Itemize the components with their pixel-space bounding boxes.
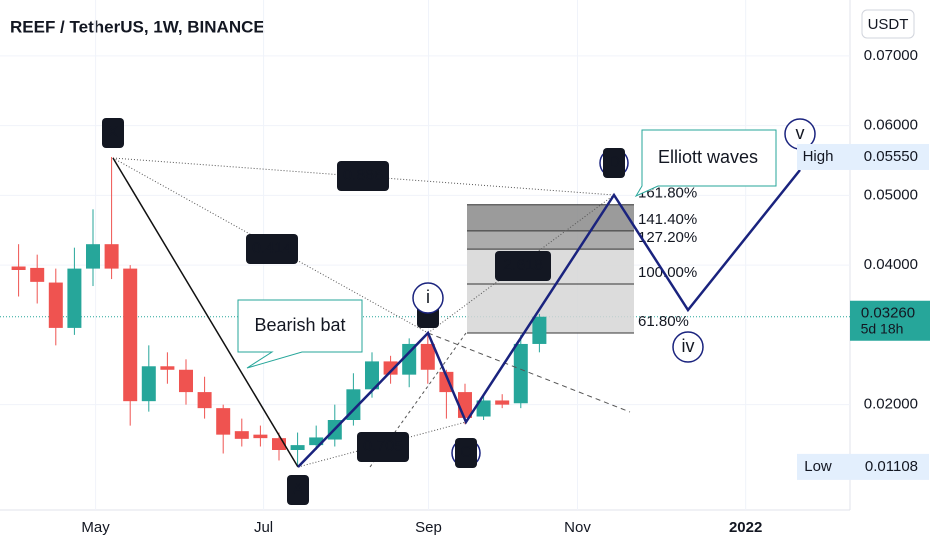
x-tick-label: 2022 bbox=[729, 519, 762, 536]
candle-body bbox=[420, 343, 435, 370]
label-box bbox=[455, 438, 477, 468]
ac-line bbox=[297, 421, 467, 468]
wave-circle bbox=[672, 331, 704, 363]
candle-body bbox=[234, 431, 249, 439]
candle-body bbox=[271, 438, 286, 450]
x-tick-label: Sep bbox=[415, 519, 442, 536]
candle-body bbox=[253, 434, 268, 439]
fib-label: 141.40% bbox=[638, 211, 697, 228]
y-tick-label: 0.04000 bbox=[864, 256, 918, 273]
label-box bbox=[102, 118, 124, 148]
label-box bbox=[287, 475, 309, 505]
label-text: X bbox=[108, 124, 119, 141]
fib-label: 100.00% bbox=[638, 264, 697, 281]
fib-label: 61.80% bbox=[638, 313, 689, 330]
currency: USDT bbox=[868, 16, 909, 33]
label-box bbox=[246, 234, 298, 264]
fib-band bbox=[467, 204, 634, 231]
x-tick-label: May bbox=[81, 519, 110, 536]
candle-body bbox=[67, 268, 82, 328]
candle-body bbox=[178, 369, 193, 393]
high-badge bbox=[797, 143, 929, 170]
candle-body bbox=[141, 366, 156, 402]
candle-body bbox=[104, 244, 119, 269]
label-box bbox=[337, 161, 389, 191]
chart-title: REEF / TetherUS, 1W, BINANCE bbox=[10, 17, 265, 36]
candle-body bbox=[48, 282, 63, 328]
y-tick-label: 0.06000 bbox=[864, 117, 918, 134]
candle-body bbox=[11, 266, 26, 270]
candle-body bbox=[364, 361, 379, 390]
xa-line bbox=[112, 157, 299, 468]
x-tick-label: Jul bbox=[254, 519, 273, 536]
callout-text: Bearish bat bbox=[254, 315, 345, 335]
bc-extension bbox=[427, 332, 631, 413]
label-text: 0.886 bbox=[343, 167, 383, 184]
callout-text: Elliott waves bbox=[658, 147, 758, 167]
wave-label: v bbox=[796, 123, 805, 143]
label-text: A bbox=[293, 481, 304, 498]
wave-circle bbox=[412, 282, 444, 314]
y-tick-label: 0.07000 bbox=[864, 47, 918, 64]
candle-body bbox=[495, 400, 510, 405]
label-text: C bbox=[460, 444, 472, 461]
high-label: High bbox=[803, 148, 834, 165]
candle-body bbox=[85, 244, 100, 269]
label-box bbox=[495, 251, 551, 281]
candle-body bbox=[123, 268, 138, 402]
label-text: 2.618 bbox=[503, 257, 543, 274]
y-tick-label: 0.02000 bbox=[864, 396, 918, 413]
candle-body bbox=[30, 267, 45, 282]
wave-line bbox=[297, 169, 801, 468]
candle-body bbox=[383, 361, 398, 375]
candle-body bbox=[402, 343, 417, 375]
fib-label: 161.80% bbox=[638, 185, 697, 202]
last-price-badge bbox=[850, 300, 930, 341]
candle-body bbox=[309, 437, 324, 446]
candle-body bbox=[216, 408, 231, 435]
y-tick-label: 0.05000 bbox=[864, 186, 918, 203]
countdown: 5d 18h bbox=[861, 320, 904, 336]
price-axis: 0.07000 0.06000 0.05000 0.04000 0.02000 May Ju… bbox=[81, 47, 930, 536]
label-text: D bbox=[608, 154, 620, 171]
label-text: 0.705 bbox=[363, 438, 403, 455]
callout-box bbox=[634, 129, 777, 198]
candle-body bbox=[532, 316, 547, 344]
candle-body bbox=[197, 392, 212, 409]
candle-body bbox=[513, 343, 528, 404]
pattern bbox=[112, 157, 801, 468]
label-box bbox=[603, 148, 625, 178]
candle-body bbox=[290, 445, 305, 450]
currency-box bbox=[861, 9, 915, 39]
wave-label: i bbox=[426, 287, 430, 307]
fib-label: 127.20% bbox=[638, 229, 697, 246]
wave-label: iv bbox=[682, 336, 695, 356]
low-value: 0.01108 bbox=[865, 458, 918, 475]
low-label: Low bbox=[804, 458, 832, 475]
last-price: 0.03260 bbox=[861, 305, 915, 322]
high-value: 0.05550 bbox=[864, 148, 918, 165]
label-text: 0.414 bbox=[252, 240, 292, 257]
candle-body bbox=[476, 400, 491, 417]
callout-box bbox=[237, 299, 363, 369]
x-tick-label: Nov bbox=[564, 519, 591, 536]
fib-band bbox=[467, 230, 634, 250]
low-badge bbox=[797, 453, 929, 480]
label-box bbox=[357, 432, 409, 462]
candle-body bbox=[160, 366, 175, 370]
